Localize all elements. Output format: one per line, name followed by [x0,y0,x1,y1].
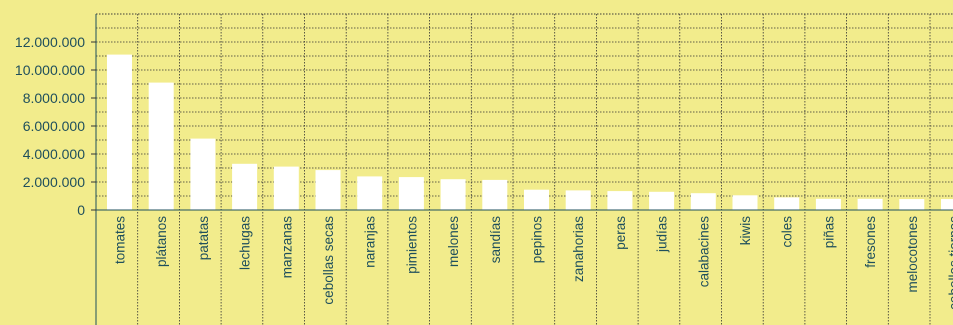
y-tick-label: 6.000.000 [23,118,85,134]
y-tick-label: 4.000.000 [23,146,85,162]
bar-1 [107,54,132,210]
bar-10 [482,179,508,210]
bar-7 [357,176,383,210]
bar-6 [315,170,341,210]
y-tick-label: 10.000.000 [15,62,85,78]
x-category-label: melones [446,216,461,267]
x-category-label: calabacines [696,216,711,288]
x-category-label: peras [613,216,628,250]
x-category-label: zanahorias [571,216,586,282]
x-category-label: pepinos [530,216,545,264]
y-tick-label: 0 [77,202,85,218]
x-category-label: tomates [113,216,128,264]
x-category-label: cebollas tiernas [947,216,953,310]
x-category-label: kiwis [738,216,753,245]
x-category-label: piñas [821,216,836,249]
x-category-label: judías [655,216,670,253]
bar-12 [565,190,591,210]
bar-16 [732,195,758,210]
y-tick-label: 8.000.000 [23,90,85,106]
x-category-label: manzanas [279,216,294,279]
x-category-label: patatas [196,216,211,261]
bar-17 [774,197,800,210]
bar-20 [899,199,925,210]
x-category-label: cebollas secas [321,216,336,305]
bar-8 [398,177,424,210]
x-category-label: sandías [488,216,503,264]
x-category-label: melocotones [905,216,920,293]
x-category-label: lechugas [238,216,253,270]
x-category-label: naranjas [363,216,378,268]
bar-9 [440,179,466,210]
x-category-label: plátanos [154,216,169,267]
bar-15 [690,193,716,210]
bar-4 [232,163,258,210]
x-category-label: pimientos [404,216,419,274]
x-category-label: coles [780,216,795,248]
bar-3 [190,138,216,210]
bar-13 [607,191,633,210]
bar-5 [273,166,299,210]
bar-21 [941,199,953,210]
bar-2 [148,82,174,210]
y-tick-label: 2.000.000 [23,174,85,190]
x-category-label: fresones [863,216,878,268]
y-tick-label: 12.000.000 [15,34,85,50]
bar-11 [524,189,549,210]
bar-19 [857,198,883,210]
bar-18 [815,198,841,210]
bar-14 [649,191,675,210]
